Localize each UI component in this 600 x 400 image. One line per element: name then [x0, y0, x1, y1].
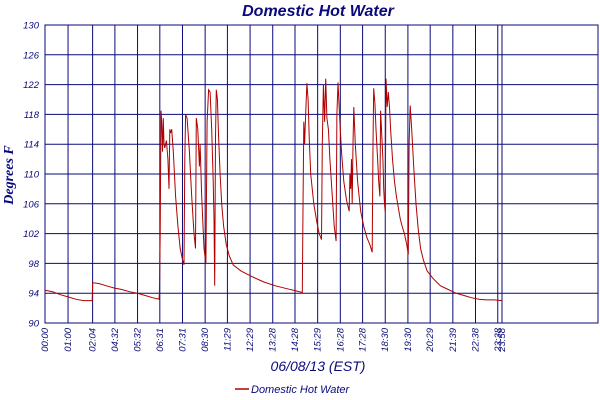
plot-area: [44, 24, 599, 324]
x-tick-label: 00:00: [40, 327, 51, 351]
x-tick-label: 23:38: [493, 327, 504, 352]
x-tick-label: 05:32: [133, 327, 144, 351]
y-tick-label: 94: [28, 289, 39, 300]
x-tick-label: 15:29: [313, 327, 324, 351]
x-axis-label: 06/08/13 (EST): [271, 358, 366, 374]
x-tick-label: 19:30: [403, 327, 414, 351]
y-axis-label: Degrees F: [2, 145, 17, 206]
legend: Domestic Hot Water: [235, 384, 351, 396]
x-tick-label: 12:29: [245, 327, 256, 351]
x-tick-label: 16:28: [335, 327, 346, 351]
x-tick-label: 07:31: [177, 328, 188, 352]
x-tick-label: 11:29: [222, 327, 233, 351]
y-tick-label: 98: [28, 259, 39, 270]
grid-lines: [44, 24, 598, 324]
x-axis-ticks: 00:00 01:00 02:04 04:32 05:32 06:31 07:31 08:30…: [40, 327, 508, 352]
y-axis-ticks: 90 94 98 102 106 110 114 118 122 126 130: [23, 21, 40, 330]
y-tick-label: 102: [23, 229, 40, 240]
x-tick-label: 22:38: [470, 327, 481, 352]
series-line-domestic-hot-water: [44, 78, 503, 302]
x-tick-label: 17:28: [358, 327, 369, 351]
x-tick-label: 14:28: [290, 327, 301, 351]
y-tick-label: 106: [23, 199, 40, 210]
x-tick-label: 18:30: [380, 327, 391, 351]
y-tick-label: 130: [23, 21, 40, 32]
x-tick-label: 02:04: [88, 328, 99, 352]
legend-label: Domestic Hot Water: [251, 384, 351, 396]
x-tick-label: 01:00: [63, 327, 74, 351]
x-tick-label: 23:58: [497, 327, 508, 352]
y-tick-label: 118: [24, 110, 40, 121]
y-tick-label: 122: [23, 80, 40, 91]
x-tick-label: 21:39: [448, 327, 459, 352]
y-tick-label: 110: [24, 170, 40, 181]
x-tick-label: 13:28: [268, 327, 279, 351]
x-tick-label: 08:30: [200, 327, 211, 351]
x-tick-label: 06:31: [155, 328, 166, 352]
x-tick-label: 20:29: [425, 327, 436, 352]
y-tick-label: 126: [23, 50, 40, 61]
chart-title: Domestic Hot Water: [242, 3, 395, 20]
x-tick-label: 04:32: [110, 327, 121, 351]
y-tick-label: 114: [24, 140, 39, 151]
y-tick-label: 90: [28, 319, 39, 330]
